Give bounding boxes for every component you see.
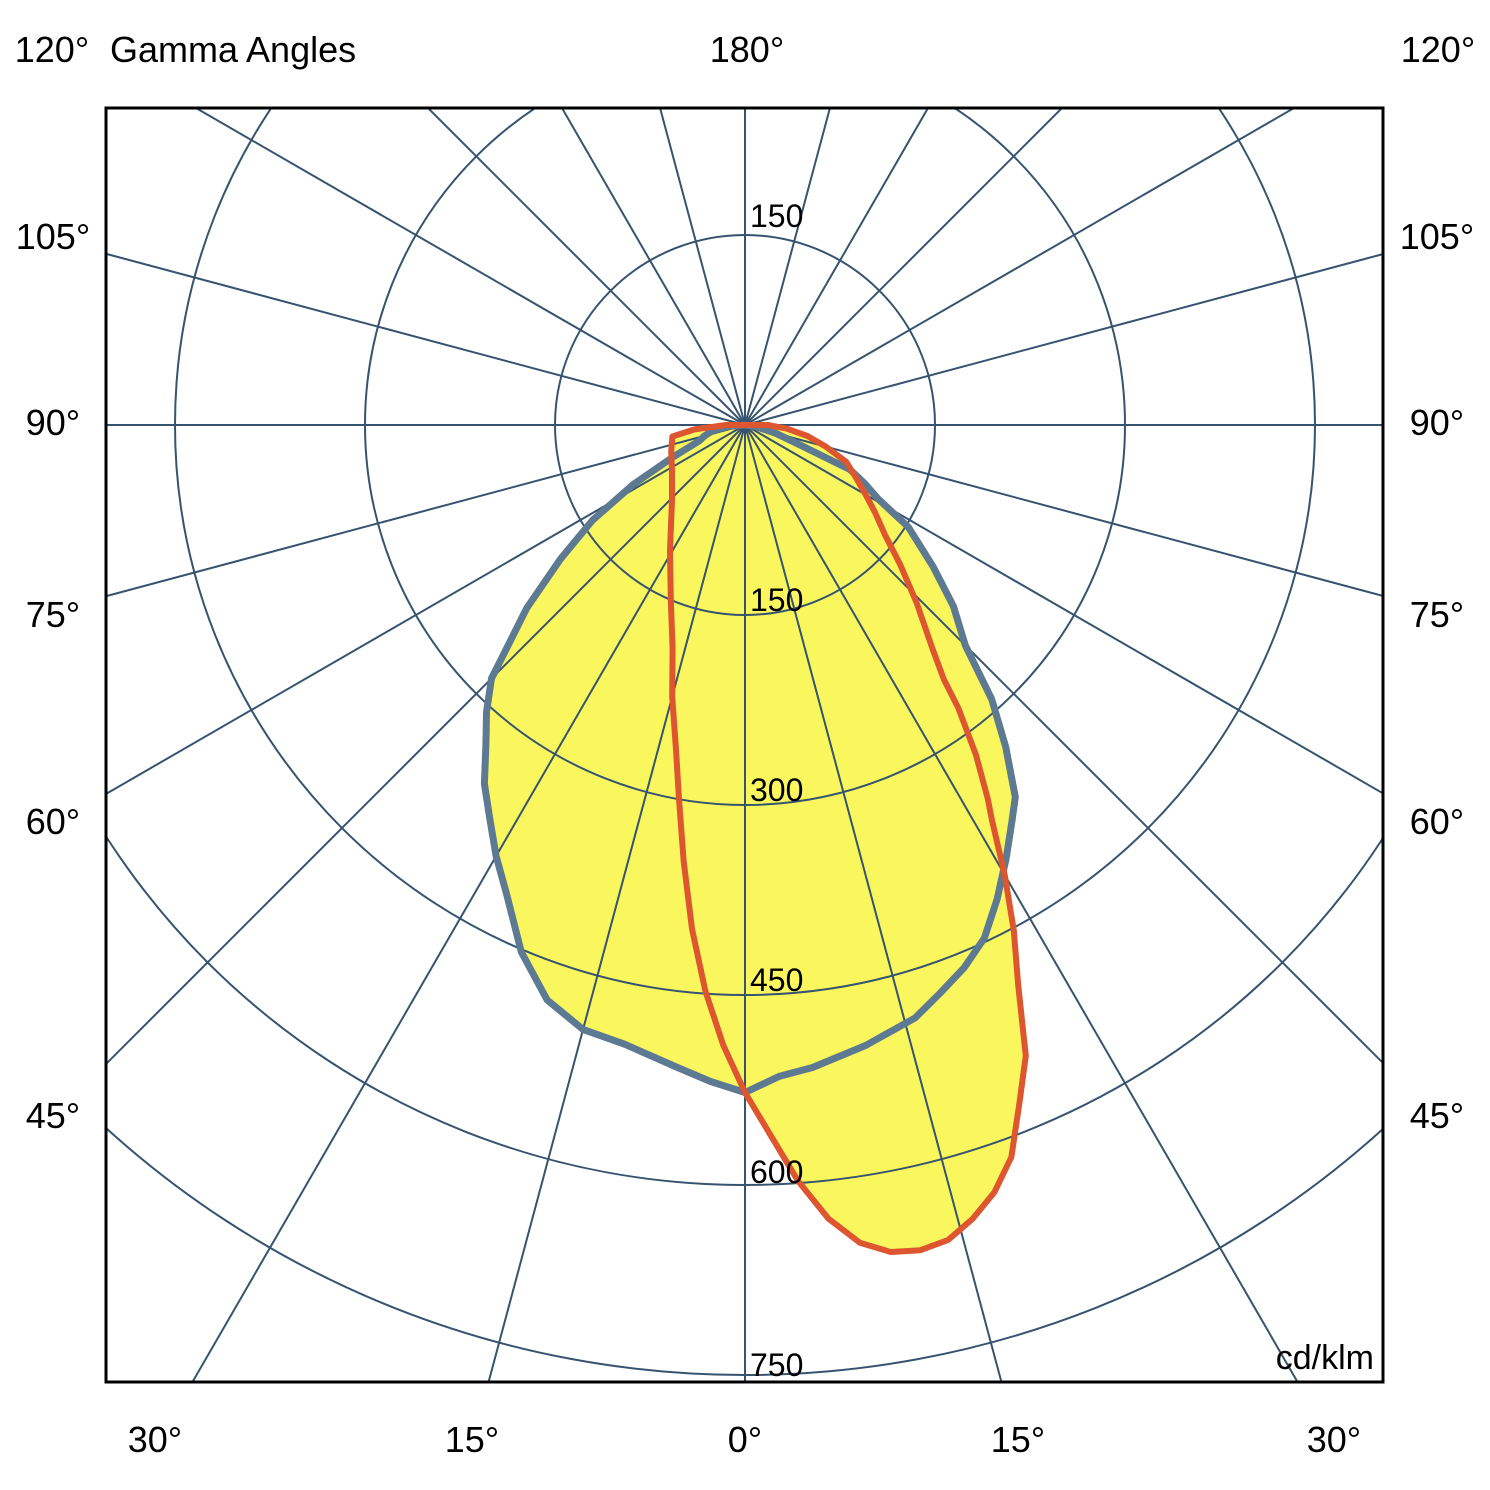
gamma-ray-45 — [744, 424, 1383, 1065]
gamma-ray-210 — [560, 108, 746, 426]
intensity-ring-300 — [364, 108, 1126, 806]
gamma-ray-135 — [744, 108, 1064, 426]
gamma-ray-75 — [744, 424, 1383, 597]
gamma-label-left-45: 45° — [25, 1095, 81, 1136]
gamma-label-right-75: 75° — [1409, 594, 1465, 635]
plot-border — [104, 106, 1385, 1384]
ring-label-150-upper: 150 — [750, 198, 804, 234]
gamma-ray-225 — [426, 108, 746, 426]
gamma-ray-285 — [106, 424, 746, 598]
plane-red-outline — [667, 422, 1029, 1255]
gamma-label-left-90: 90° — [25, 402, 81, 443]
gamma-label-bottom-30-right: 30° — [1306, 1419, 1362, 1460]
gamma-label-left-60: 60° — [25, 801, 81, 842]
gamma-ray-105 — [744, 253, 1383, 426]
gamma-ray-15 — [744, 424, 1003, 1382]
gamma-label-bottom-15-right: 15° — [990, 1419, 1046, 1460]
plane-solid-yellow-outline — [480, 421, 1019, 1096]
intensity-ring-600 — [106, 834, 1383, 1186]
gamma-label-bottom-0: 0° — [727, 1419, 763, 1460]
unit-label: cd/klm — [1275, 1339, 1374, 1377]
gamma-ray-120 — [744, 108, 1297, 426]
intensity-ring-750 — [106, 1126, 1383, 1376]
ring-label-450: 450 — [750, 962, 804, 998]
page-title: Gamma Angles — [110, 29, 357, 70]
gamma-label-right-90: 90° — [1409, 402, 1465, 443]
gamma-label-right-45: 45° — [1409, 1095, 1465, 1136]
ring-label-300: 300 — [750, 772, 804, 808]
gamma-label-right-105: 105° — [1399, 216, 1475, 257]
gamma-ray-315 — [106, 424, 746, 1066]
ring-label-150: 150 — [750, 582, 804, 618]
intensity-ring-450 — [174, 108, 1316, 996]
plane-red-fill — [670, 425, 1026, 1252]
gamma-ray-300 — [106, 424, 746, 796]
gamma-ray-60 — [744, 424, 1383, 795]
curve-fills — [484, 425, 1026, 1252]
gamma-label-right-60: 60° — [1409, 801, 1465, 842]
gamma-label-top-left-120: 120° — [14, 29, 90, 70]
gamma-ray-240 — [193, 108, 746, 426]
gamma-ray-30 — [744, 424, 1299, 1382]
gamma-label-top-center-180: 180° — [709, 29, 785, 70]
gamma-ray-150 — [744, 108, 930, 426]
gamma-ray-345 — [487, 424, 746, 1382]
gamma-ray-330 — [191, 424, 746, 1382]
gamma-label-bottom-15-left: 15° — [444, 1419, 500, 1460]
gamma-ray-165 — [744, 108, 831, 426]
gamma-label-top-right-120: 120° — [1400, 29, 1476, 70]
gamma-ray-255 — [106, 252, 746, 426]
ring-label-750: 750 — [750, 1347, 804, 1383]
gamma-label-left-75: 75° — [25, 594, 81, 635]
gamma-label-left-105: 105° — [15, 216, 91, 257]
gamma-label-bottom-30-left: 30° — [127, 1419, 183, 1460]
ring-label-600: 600 — [750, 1154, 804, 1190]
intensity-ring-150 — [554, 234, 936, 616]
